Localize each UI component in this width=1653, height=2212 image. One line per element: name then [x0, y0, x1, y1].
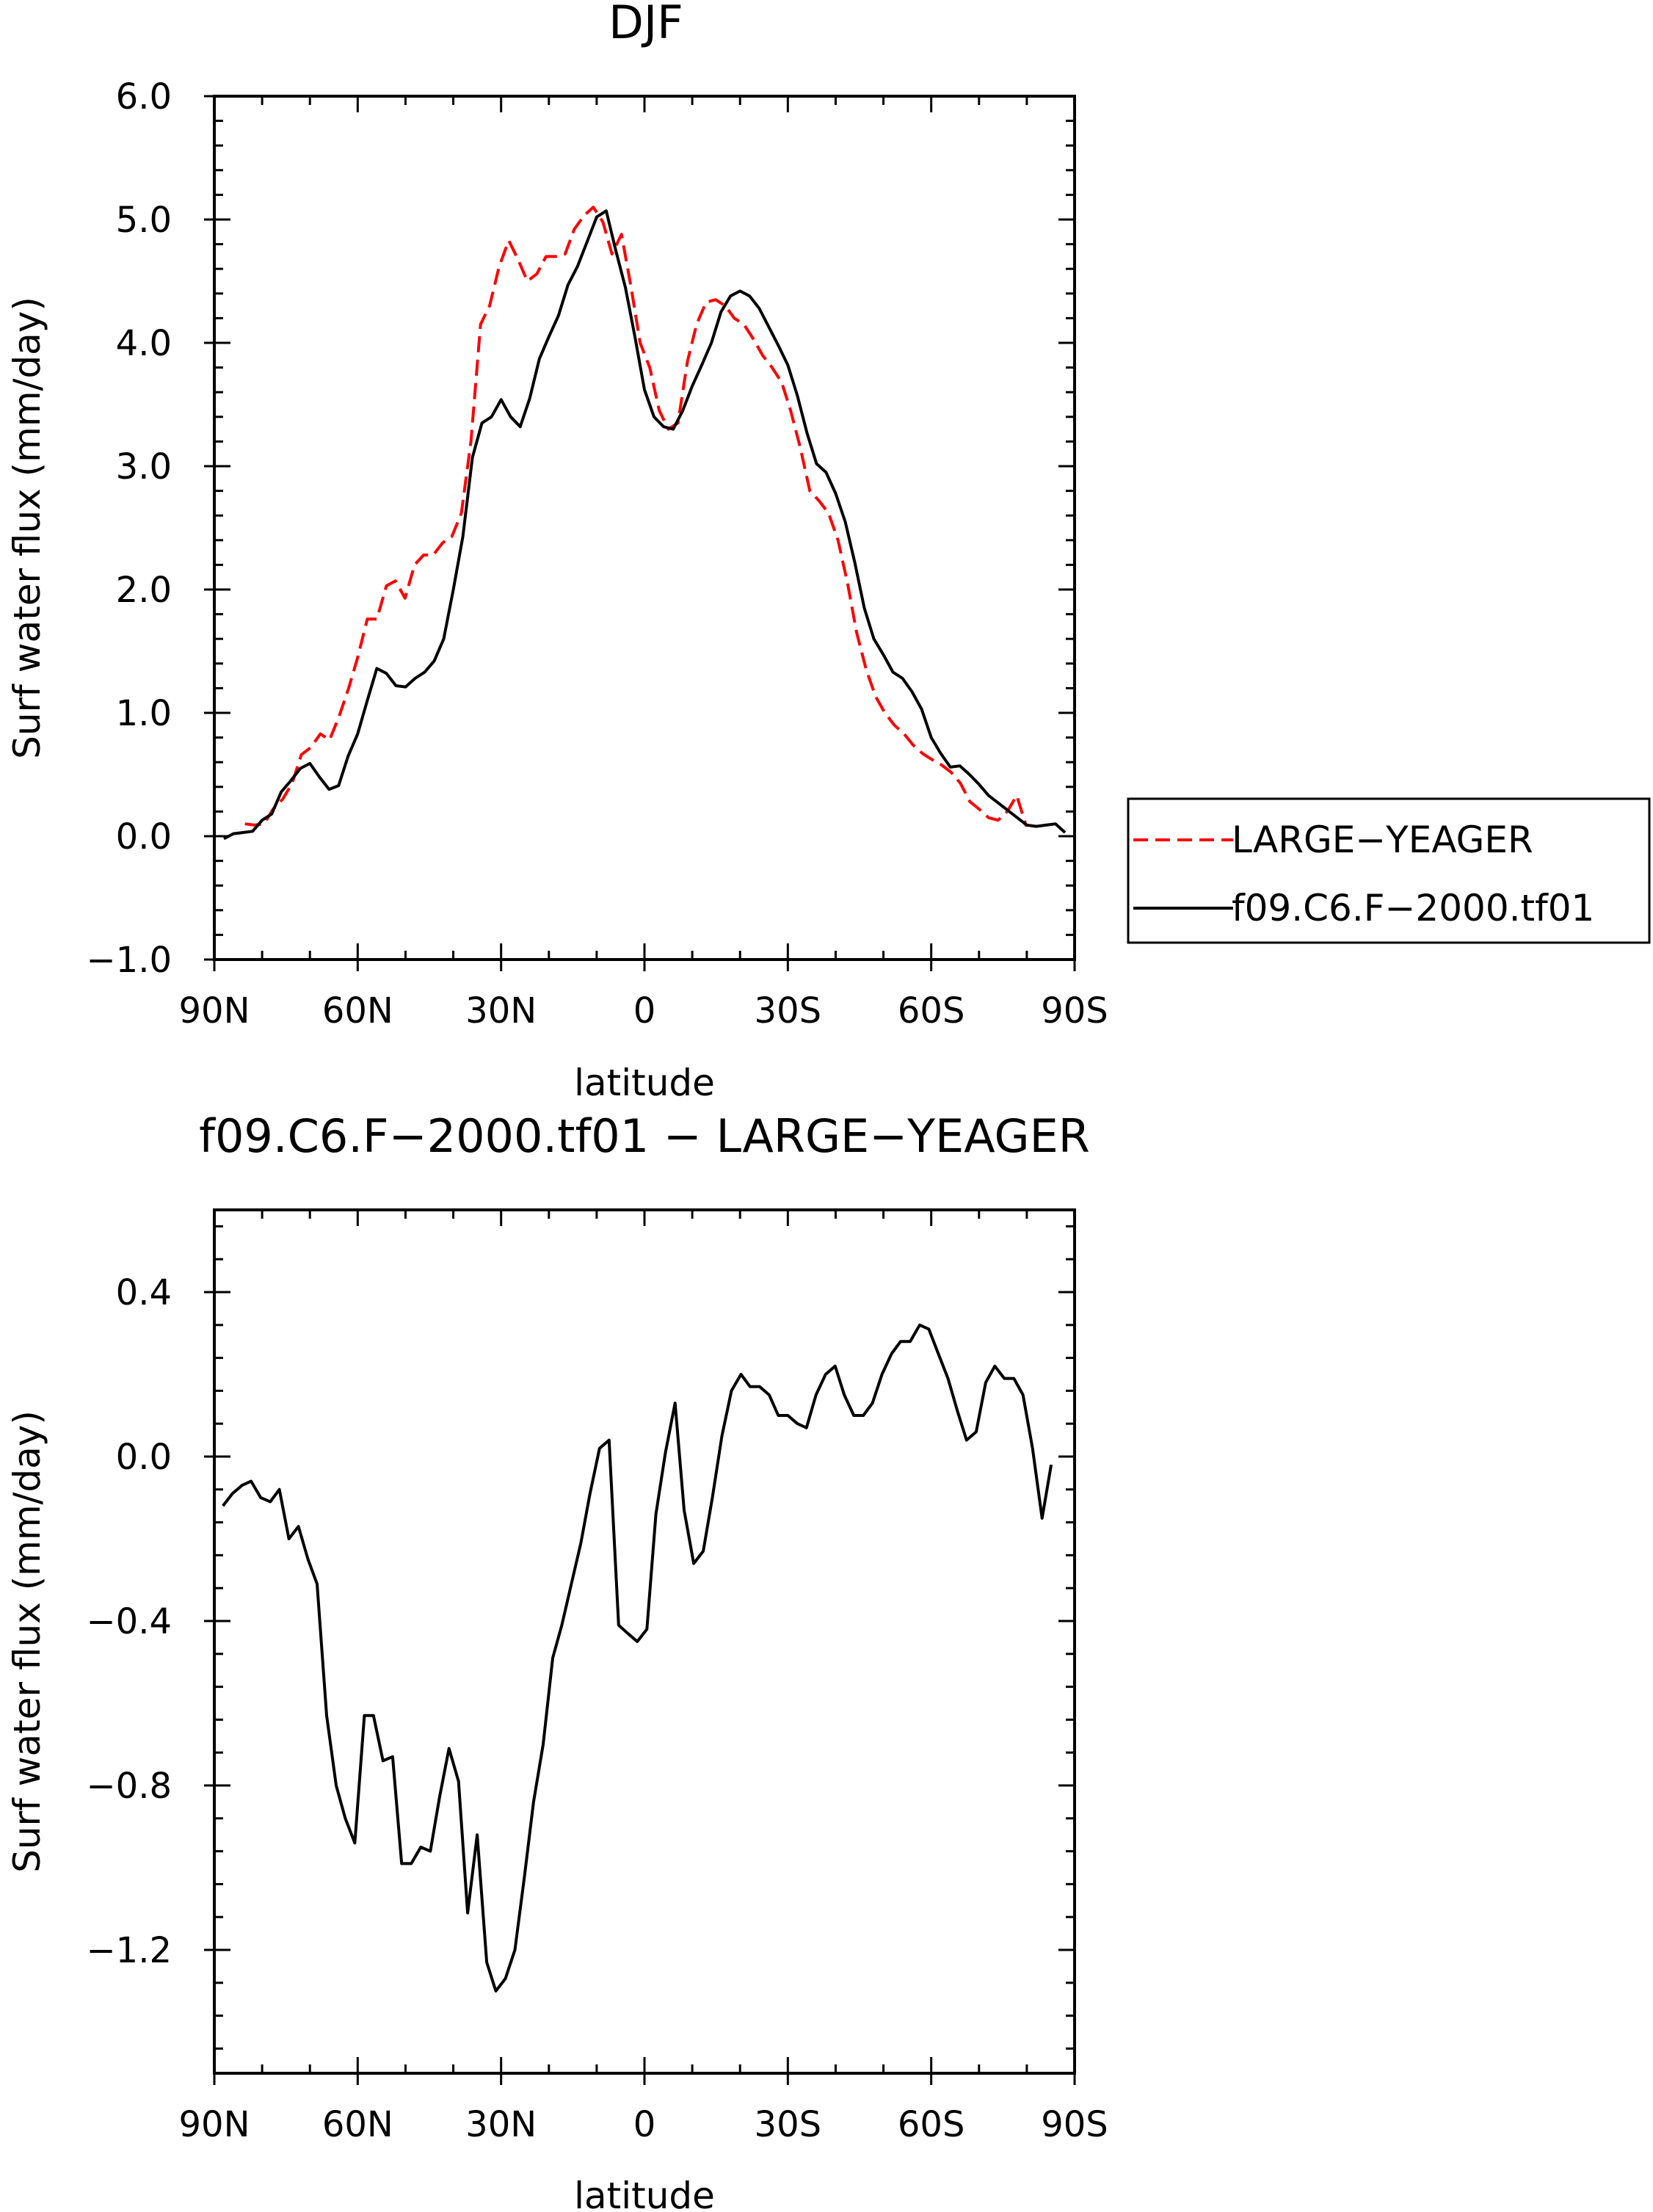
x-tick-label: 30N: [465, 2104, 537, 2145]
x-tick-label: 60S: [898, 2104, 965, 2145]
x-tick-label: 90S: [1041, 990, 1108, 1031]
y-tick-label: −0.8: [86, 1766, 172, 1807]
series-line-difference: [222, 1323, 1053, 1992]
y-axis-label: Surf water flux (mm/day): [6, 297, 48, 759]
x-tick-label: 60N: [322, 2104, 393, 2145]
tick-labels: 90N 60N 30N 0 30S 60S 90S −1.2 −0.8 −0.4 0.0 0.4: [86, 1272, 1108, 2145]
y-tick-label: 0.0: [116, 1437, 172, 1478]
x-axis-label: latitude: [574, 1062, 715, 1104]
tick-labels: 90N 60N 30N 0 30S 60S 90S −1.0 0.0 1.0 2.0 3.0 4.0 5.…: [86, 76, 1108, 1031]
y-tick-label: 4.0: [116, 323, 172, 364]
plot-frame: [213, 95, 1076, 961]
x-tick-label: 30S: [755, 990, 822, 1031]
plot-series: [223, 206, 1067, 841]
chart-title: DJF: [608, 0, 683, 49]
y-tick-label: −1.2: [86, 1930, 172, 1971]
y-tick-label: −1.0: [86, 940, 172, 981]
axis-ticks: [204, 95, 1076, 971]
legend-label-f09: f09.C6.F−2000.tf01: [1232, 887, 1594, 929]
x-tick-label: 90N: [179, 990, 250, 1031]
y-tick-label: 1.0: [116, 693, 172, 734]
x-tick-label: 30S: [755, 2104, 822, 2145]
series-line-f09-c6-f-2000-tf01: [223, 209, 1067, 841]
y-tick-label: −0.4: [86, 1601, 172, 1642]
series-line-large-yeager: [244, 206, 1028, 827]
legend-label-large-yeager: LARGE−YEAGER: [1232, 819, 1533, 861]
y-tick-label: 0.4: [116, 1272, 172, 1313]
x-tick-label: 90N: [179, 2104, 250, 2145]
plot-frame: [213, 1208, 1076, 2075]
x-tick-label: 90S: [1041, 2104, 1108, 2145]
chart-panel-top: DJF 90N 60N 30N 0 30S 60S 90S −1.0 0.0 1.0 2.0 3.0 4…: [6, 0, 1651, 1104]
legend: LARGE−YEAGER f09.C6.F−2000.tf01: [1127, 797, 1651, 944]
x-axis-label: latitude: [574, 2175, 715, 2212]
x-tick-label: 30N: [465, 990, 537, 1031]
x-tick-label: 60N: [322, 990, 393, 1031]
x-tick-label: 60S: [898, 990, 965, 1031]
axis-ticks: [204, 1210, 1076, 2085]
y-tick-label: 5.0: [116, 200, 172, 241]
y-tick-label: 6.0: [116, 76, 172, 117]
legend-frame: [1127, 797, 1651, 944]
y-tick-label: 2.0: [116, 570, 172, 611]
y-tick-label: 0.0: [116, 816, 172, 857]
chart-panel-bottom: f09.C6.F−2000.tf01 − LARGE−YEAGER 90N 60N…: [6, 1109, 1108, 2212]
chart-title: f09.C6.F−2000.tf01 − LARGE−YEAGER: [199, 1109, 1090, 1163]
y-tick-label: 3.0: [116, 446, 172, 487]
plot-series: [222, 1323, 1053, 1992]
y-axis-label: Surf water flux (mm/day): [6, 1410, 48, 1873]
x-tick-label: 0: [633, 2104, 656, 2145]
x-tick-label: 0: [633, 990, 656, 1031]
